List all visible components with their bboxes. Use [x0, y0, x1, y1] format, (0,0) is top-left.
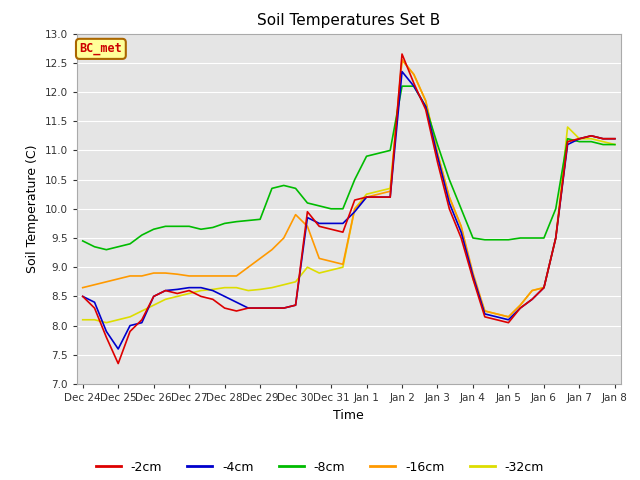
Legend: -2cm, -4cm, -8cm, -16cm, -32cm: -2cm, -4cm, -8cm, -16cm, -32cm: [91, 456, 549, 479]
Y-axis label: Soil Temperature (C): Soil Temperature (C): [26, 144, 39, 273]
X-axis label: Time: Time: [333, 408, 364, 421]
Text: BC_met: BC_met: [79, 42, 122, 55]
Title: Soil Temperatures Set B: Soil Temperatures Set B: [257, 13, 440, 28]
